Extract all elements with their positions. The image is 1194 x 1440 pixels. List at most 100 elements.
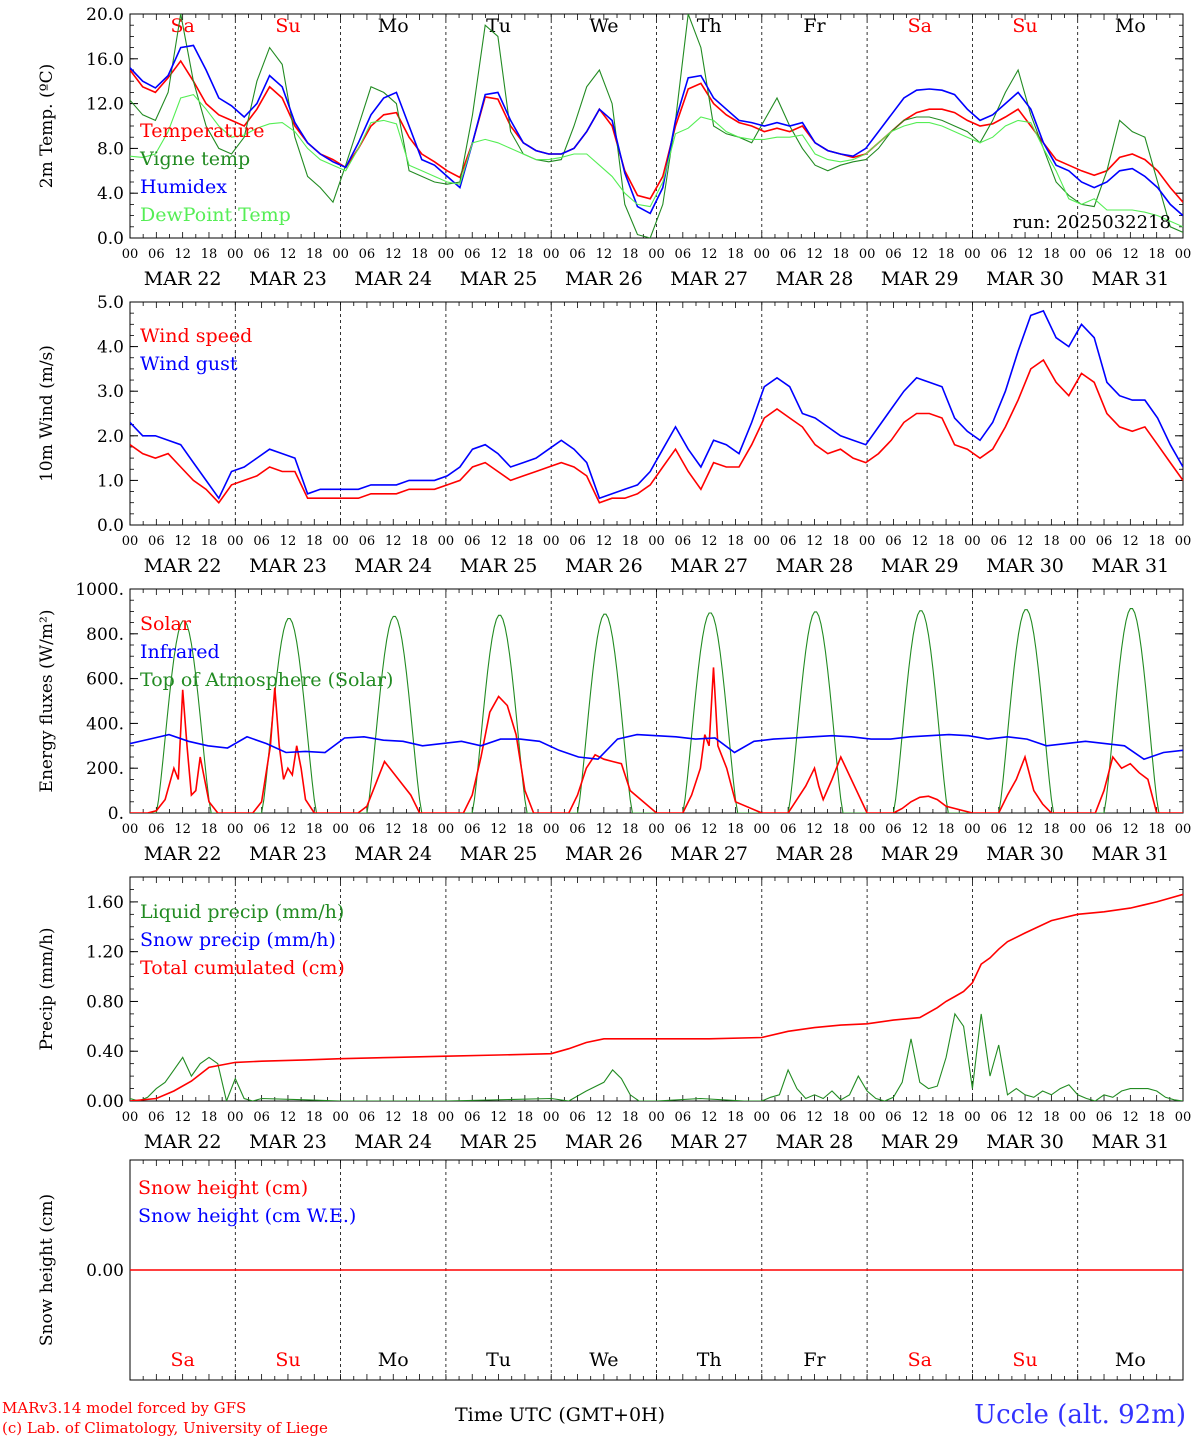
x-hour-label: 12 xyxy=(1122,1110,1139,1125)
x-hour-label: 18 xyxy=(938,822,955,837)
x-hour-label: 18 xyxy=(517,534,534,549)
y-tick-label: 8.0 xyxy=(97,139,124,159)
x-hour-label: 12 xyxy=(385,1110,402,1125)
x-hour-label: 00 xyxy=(859,534,876,549)
x-hour-label: 06 xyxy=(569,1110,586,1125)
x-date-label: MAR 24 xyxy=(354,1131,432,1153)
y-tick-label: 20.0 xyxy=(86,5,124,25)
y-tick-label: 0. xyxy=(108,804,124,824)
day-name-label: Sa xyxy=(170,1349,194,1371)
x-hour-label: 18 xyxy=(833,534,850,549)
x-date-label: MAR 30 xyxy=(986,843,1064,865)
day-number-label: 27 xyxy=(701,1399,718,1400)
x-hour-label: 06 xyxy=(464,534,481,549)
day-name-label: Su xyxy=(275,15,300,37)
series-line-toa-solar xyxy=(130,608,1183,813)
x-hour-label: 18 xyxy=(201,1110,218,1125)
x-hour-label: 12 xyxy=(280,534,297,549)
y-tick-label: 0.00 xyxy=(86,1092,124,1112)
legend-entry: Snow precip (mm/h) xyxy=(140,929,336,951)
x-hour-label: 18 xyxy=(306,534,323,549)
x-hour-label: 06 xyxy=(780,534,797,549)
x-hour-label: 00 xyxy=(1069,822,1086,837)
x-hour-label: 12 xyxy=(806,534,823,549)
x-hour-label: 12 xyxy=(911,247,928,262)
x-hour-label: 06 xyxy=(359,247,376,262)
series-group xyxy=(130,608,1183,813)
day-number-label: 28 xyxy=(806,1399,823,1400)
x-date-label: MAR 30 xyxy=(986,555,1064,577)
x-hour-label: 18 xyxy=(727,534,744,549)
legend-entry: Snow height (cm) xyxy=(138,1177,308,1199)
series-group xyxy=(130,893,1183,1101)
legend-entry: Top of Atmosphere (Solar) xyxy=(140,669,393,691)
panel-4: 0.00 0.40 0.80 1.20 1.60 Precip (mm/h) 00 06 12 1… xyxy=(37,876,1191,1153)
x-date-label: MAR 29 xyxy=(881,843,959,865)
x-date-label: MAR 26 xyxy=(565,555,643,577)
y-tick-label: 5.0 xyxy=(97,293,124,313)
x-hour-label: 18 xyxy=(201,247,218,262)
x-hour-label: 06 xyxy=(1096,247,1113,262)
x-date-label: MAR 26 xyxy=(565,1131,643,1153)
y-tick-label: 0.80 xyxy=(86,992,124,1012)
x-hour-label: 18 xyxy=(411,247,428,262)
x-hour-label: 12 xyxy=(385,822,402,837)
y-tick-label: 800. xyxy=(86,625,124,645)
y-tick-label: 600. xyxy=(86,670,124,690)
x-date-label: MAR 24 xyxy=(354,843,432,865)
day-name-label: Mo xyxy=(378,1349,409,1371)
x-hour-label: 00 xyxy=(543,1110,560,1125)
x-hour-label: 12 xyxy=(596,1110,613,1125)
x-hour-label: 12 xyxy=(280,1110,297,1125)
x-hour-label: 18 xyxy=(201,534,218,549)
x-hour-label: 06 xyxy=(780,247,797,262)
x-hour-label: 12 xyxy=(596,247,613,262)
y-tick-label: 2.0 xyxy=(97,427,124,447)
y-tick-label: 12.0 xyxy=(86,95,124,115)
x-hour-label: 12 xyxy=(490,534,507,549)
y-tick-label: 200. xyxy=(86,759,124,779)
panel-2: 0.0 1.0 2.0 3.0 4.0 5.0 10m Wind (m/s) 00 06 12 18… xyxy=(37,293,1191,577)
day-name-label: We xyxy=(589,15,618,37)
x-date-label: MAR 27 xyxy=(670,555,748,577)
y-tick-label: 16.0 xyxy=(86,50,124,70)
series-line-1 xyxy=(130,733,1183,761)
x-hour-label: 06 xyxy=(359,822,376,837)
x-hour-label: 18 xyxy=(727,247,744,262)
x-date-label: MAR 30 xyxy=(986,268,1064,290)
x-hour-label: 18 xyxy=(622,822,639,837)
day-name-label: Fr xyxy=(803,15,826,37)
legend-entry: Temperature xyxy=(140,120,264,142)
x-date-label: MAR 28 xyxy=(776,843,854,865)
x-hour-label: 00 xyxy=(754,822,771,837)
x-hour-label: 18 xyxy=(1043,534,1060,549)
panel-5: 0.00 Snow height (cm) Sa 22 Su 23 Mo 24 Tu 25 We 26… xyxy=(37,1159,1184,1400)
y-tick-label: 0.0 xyxy=(97,516,124,536)
y-tick-label: 0.40 xyxy=(86,1042,124,1062)
x-date-label: MAR 27 xyxy=(670,268,748,290)
x-date-label: MAR 29 xyxy=(881,1131,959,1153)
x-hour-label: 00 xyxy=(122,534,139,549)
x-hour-label: 12 xyxy=(1122,822,1139,837)
legend-entry: Vigne temp xyxy=(139,148,250,170)
x-hour-label: 12 xyxy=(174,822,191,837)
series-group xyxy=(130,309,1183,504)
x-hour-label: 12 xyxy=(1017,247,1034,262)
model-line: MARv3.14 model forced by GFS xyxy=(2,1399,247,1417)
x-hour-label: 12 xyxy=(280,247,297,262)
x-hour-label: 12 xyxy=(174,1110,191,1125)
x-hour-label: 00 xyxy=(964,822,981,837)
legend-entry: Wind speed xyxy=(140,325,252,347)
y-tick-label: 3.0 xyxy=(97,382,124,402)
x-date-label: MAR 28 xyxy=(776,555,854,577)
time-axis-label: Time UTC (GMT+0H) xyxy=(455,1404,666,1426)
x-hour-label: 06 xyxy=(148,247,165,262)
y-axis-label: Energy fluxes (W/m²) xyxy=(37,610,57,793)
x-date-label: MAR 23 xyxy=(249,555,327,577)
day-name-label: Su xyxy=(275,1349,300,1371)
x-date-label: MAR 22 xyxy=(144,843,222,865)
x-hour-label: 06 xyxy=(253,1110,270,1125)
x-hour-label: 12 xyxy=(1017,1110,1034,1125)
day-name-label: Su xyxy=(1012,15,1037,37)
x-hour-label: 06 xyxy=(464,822,481,837)
